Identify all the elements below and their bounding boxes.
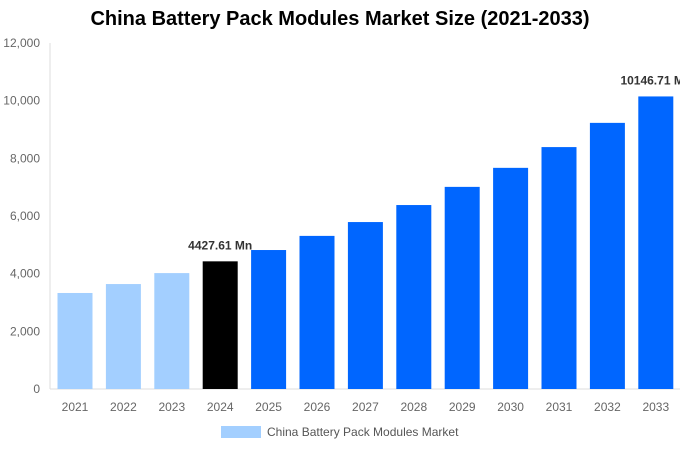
- bar-2028: [396, 205, 432, 389]
- x-tick-label: 2033: [642, 400, 669, 414]
- y-tick-label: 8,000: [10, 151, 40, 165]
- legend-swatch: [221, 426, 261, 438]
- bar-2027: [347, 222, 383, 389]
- y-tick-label: 6,000: [10, 209, 40, 223]
- x-tick-label: 2026: [304, 400, 331, 414]
- x-tick-label: 2021: [62, 400, 89, 414]
- legend: China Battery Pack Modules Market: [221, 425, 458, 439]
- bar-2021: [57, 292, 93, 389]
- bar-2029: [444, 186, 480, 389]
- bar-2025: [251, 250, 287, 389]
- bar-2030: [493, 167, 529, 389]
- bar-2032: [589, 122, 625, 389]
- x-tick-label: 2022: [110, 400, 137, 414]
- y-tick-label: 2,000: [10, 324, 40, 338]
- y-tick-label: 12,000: [3, 36, 40, 50]
- bar-2023: [154, 273, 190, 389]
- bar-2031: [541, 147, 577, 389]
- x-tick-label: 2025: [255, 400, 282, 414]
- x-tick-label: 2029: [449, 400, 476, 414]
- bar-2024: [202, 261, 238, 389]
- x-tick-label: 2023: [158, 400, 185, 414]
- bar-2026: [299, 235, 335, 389]
- y-tick-label: 0: [33, 382, 40, 396]
- x-tick-label: 2024: [207, 400, 234, 414]
- data-label-2024: 4427.61 Mn: [188, 238, 252, 252]
- x-tick-label: 2032: [594, 400, 621, 414]
- bar-2022: [105, 284, 141, 389]
- x-tick-label: 2030: [497, 400, 524, 414]
- chart-title: China Battery Pack Modules Market Size (…: [90, 8, 590, 30]
- x-tick-label: 2031: [546, 400, 573, 414]
- y-tick-label: 10,000: [3, 94, 40, 108]
- x-tick-label: 2027: [352, 400, 379, 414]
- data-label-2033: 10146.71 Mn: [620, 73, 680, 87]
- x-tick-label: 2028: [400, 400, 427, 414]
- legend-label: China Battery Pack Modules Market: [267, 425, 459, 439]
- y-tick-label: 4,000: [10, 267, 40, 281]
- bar-2033: [638, 96, 674, 390]
